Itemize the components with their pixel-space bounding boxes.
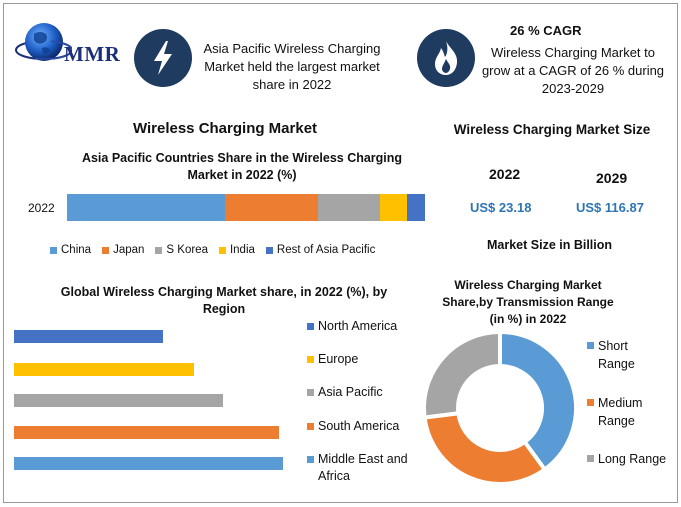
- legend-swatch: [307, 423, 314, 430]
- legend-swatch: [50, 246, 57, 254]
- globe-logo-icon: [15, 23, 72, 61]
- region-chart-title-line-2: Region: [202, 302, 246, 316]
- range-legend-label: Medium: [598, 396, 643, 410]
- range-chart-title-line-2: Share,by Transmission Range: [442, 295, 614, 309]
- apac-stacked-bar: [67, 194, 425, 221]
- market-size-value-2029: US$ 116.87: [576, 200, 644, 215]
- market-size-caption: Market Size in Billion: [487, 238, 613, 252]
- legend-swatch: [155, 246, 163, 254]
- legend-label-china: China: [61, 244, 92, 256]
- apac-chart-title-line-1: Asia Pacific Countries Share in the Wire…: [81, 151, 403, 165]
- region-legend-item: South America: [307, 418, 400, 435]
- stacked-bar-category-label: 2022: [28, 201, 55, 215]
- stacked-segment-s-korea: [317, 194, 381, 221]
- market-size-value-2022: US$ 23.18: [470, 200, 532, 215]
- region-legend-label: Africa: [318, 469, 350, 483]
- legend-item-japan: Japan: [102, 244, 144, 256]
- range-legend-item: Medium Range: [587, 394, 643, 430]
- range-legend-label: Long Range: [598, 452, 667, 466]
- market-size-year-2022: 2022: [489, 166, 521, 182]
- legend-swatch: [587, 342, 594, 349]
- region-legend-label: North America: [318, 319, 398, 333]
- stacked-segment-japan: [224, 194, 318, 221]
- donut-slice-short-range: [498, 329, 578, 473]
- region-legend-item: North America: [307, 318, 398, 335]
- market-title: Wireless Charging Market: [132, 120, 318, 137]
- legend-label-rest-apac: Rest of Asia Pacific: [276, 244, 376, 256]
- region-legend-label: South America: [318, 419, 400, 433]
- legend-label-s-korea: S Korea: [166, 244, 208, 256]
- region-legend-label: Europe: [318, 352, 359, 366]
- legend-item-china: China: [50, 244, 91, 256]
- lightning-bolt-icon: [154, 41, 172, 75]
- legend-item-india: India: [218, 244, 255, 256]
- legend-label-japan: Japan: [113, 244, 145, 256]
- legend-swatch: [307, 389, 314, 396]
- stacked-segment-rest-of-asia-pacific: [407, 194, 425, 221]
- apac-info-line-1: Asia Pacific Wireless Charging: [203, 41, 381, 56]
- legend-swatch: [102, 246, 110, 254]
- legend-swatch: [307, 323, 314, 330]
- legend-item-rest-apac: Rest of Asia Pacific: [265, 244, 376, 256]
- legend-item-s-korea: S Korea: [155, 244, 208, 256]
- legend-swatch: [265, 246, 273, 254]
- donut-slice-medium-range: [422, 411, 548, 486]
- legend-swatch: [307, 356, 314, 363]
- stacked-segment-china: [67, 194, 225, 221]
- legend-swatch: [307, 456, 314, 463]
- range-chart-title-line-1: Wireless Charging Market: [454, 278, 602, 292]
- range-chart-title: Wireless Charging Market Share,by Transm…: [430, 277, 626, 328]
- range-legend-label: Short: [598, 339, 628, 353]
- apac-legend: China Japan S Korea India Rest of Asia P…: [50, 244, 430, 256]
- apac-chart-title-line-2: Market in 2022 (%): [187, 168, 297, 182]
- region-legend-item: Asia Pacific: [307, 384, 383, 401]
- apac-info-line-3: share in 2022: [252, 77, 332, 92]
- region-chart-title-line-1: Global Wireless Charging Market share, i…: [60, 285, 388, 299]
- stacked-segment-india: [380, 194, 408, 221]
- region-legend-label: Asia Pacific: [318, 385, 383, 399]
- apac-info-line-2: Market held the largest market: [204, 59, 380, 74]
- range-legend-item: Long Range: [587, 450, 667, 468]
- legend-swatch: [587, 455, 594, 462]
- legend-swatch: [587, 399, 594, 406]
- lightning-badge: [134, 29, 192, 87]
- range-chart-title-line-3: (in %) in 2022: [489, 312, 567, 326]
- cagr-line-1: Wireless Charging Market to: [491, 45, 655, 60]
- flame-badge: [417, 29, 475, 87]
- cagr-line-3: 2023-2029: [541, 81, 605, 96]
- market-size-year-2029: 2029: [596, 170, 628, 186]
- logo-text: MMR: [64, 42, 121, 66]
- region-legend-label: Middle East and: [318, 452, 408, 466]
- flame-icon: [435, 41, 458, 75]
- apac-chart-title: Asia Pacific Countries Share in the Wire…: [64, 150, 420, 184]
- donut-slice-long-range: [422, 329, 502, 420]
- cagr-title: 26 % CAGR: [510, 23, 582, 38]
- range-legend-item: Short Range: [587, 337, 635, 373]
- legend-swatch: [218, 246, 226, 254]
- range-legend-label: Range: [598, 357, 635, 371]
- apac-info-text: Asia Pacific Wireless Charging Market he…: [196, 40, 388, 94]
- market-size-title: Wireless Charging Market Size: [453, 122, 651, 137]
- infographic-frame: [3, 3, 678, 503]
- range-donut-chart: [422, 329, 578, 486]
- legend-label-india: India: [229, 244, 255, 256]
- range-legend-label: Range: [598, 414, 635, 428]
- cagr-line-2: grow at a CAGR of 26 % during: [481, 63, 665, 78]
- region-chart-title: Global Wireless Charging Market share, i…: [30, 284, 418, 318]
- region-legend-item: Middle East and Africa: [307, 451, 408, 485]
- cagr-text: Wireless Charging Market to grow at a CA…: [478, 44, 668, 98]
- region-legend-item: Europe: [307, 351, 359, 368]
